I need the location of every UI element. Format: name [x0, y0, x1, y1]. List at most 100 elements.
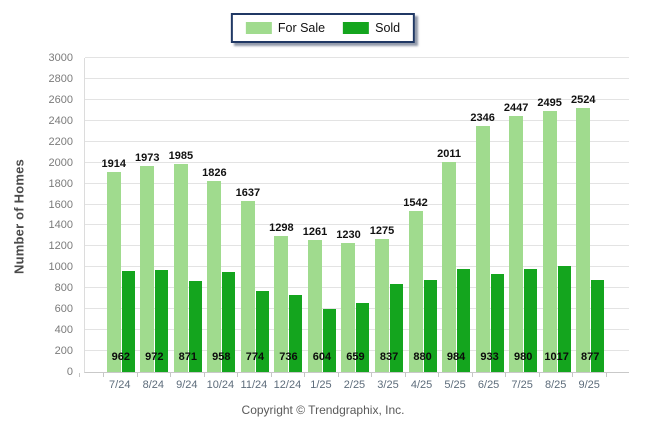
- y-tick-label: 2000: [48, 156, 73, 169]
- y-tick-label: 2800: [48, 72, 73, 85]
- bar-sold: [591, 280, 605, 372]
- bar-group: 1542 880: [403, 58, 440, 372]
- bar-group: 1914 962: [101, 58, 138, 372]
- bar-sold: [121, 271, 135, 372]
- y-tick-label: 400: [54, 324, 73, 337]
- bar-for-sale: 1298: [269, 222, 294, 372]
- y-tick-label: 1000: [48, 261, 73, 274]
- bar-sold: [255, 291, 269, 372]
- y-tick-label: 2600: [48, 93, 73, 106]
- gridline: [85, 119, 629, 121]
- bar-sold: [390, 284, 404, 372]
- x-tick-mark: [237, 373, 239, 377]
- for-sale-value-label: 1275: [369, 224, 395, 237]
- x-tick-label: 4/25: [410, 379, 433, 391]
- copyright-text: Copyright © Trendgraphix, Inc.: [241, 403, 405, 417]
- bar-for-sale: 1973: [135, 152, 160, 372]
- legend-item-for-sale: For Sale: [245, 21, 326, 35]
- bar-for-sale: 1261: [303, 226, 327, 372]
- legend-item-sold: Sold: [343, 21, 400, 35]
- sold-value-label: 980: [513, 351, 533, 363]
- x-tick-mark: [136, 373, 138, 377]
- sold-value-label: 774: [245, 351, 265, 363]
- bar-group: 2495 1017: [537, 58, 574, 372]
- y-axis-labels: 0 200 400 600 800 1000 1200 1400 1600 1800 2000 220…: [0, 52, 78, 378]
- for-sale-value-label: 2346: [470, 112, 495, 125]
- bar-sold: [289, 294, 303, 372]
- y-tick-label: 2200: [48, 135, 73, 148]
- y-tick-label: 1400: [48, 219, 73, 232]
- x-tick-mark: [203, 373, 205, 377]
- gridline: [85, 287, 629, 289]
- gridline: [85, 182, 629, 184]
- x-tick-label: 9/24: [176, 379, 198, 391]
- for-sale-value-label: 1261: [302, 226, 328, 239]
- bar-sold: [322, 308, 336, 372]
- x-tick-label: 2/25: [343, 379, 366, 391]
- sold-value-label: 871: [178, 351, 198, 363]
- gridline: [85, 224, 629, 226]
- for-sale-value-label: 2524: [570, 93, 596, 106]
- sold-value-label: 933: [480, 351, 499, 363]
- x-tick-label: 9/25: [578, 379, 600, 391]
- y-tick-label: 0: [66, 366, 73, 378]
- for-sale-value-label: 1637: [235, 186, 261, 199]
- x-tick-label: 8/24: [142, 379, 164, 391]
- x-tick-mark: [170, 373, 172, 377]
- bar-sold: [490, 274, 504, 372]
- for-sale-value-label: 2011: [437, 147, 462, 160]
- for-sale-value-label: 1914: [101, 157, 127, 170]
- sold-value-label: 877: [581, 351, 600, 363]
- bar-group: 1230 659: [336, 58, 373, 372]
- bar-group: 1973 972: [135, 58, 172, 372]
- x-tick-label: 7/25: [511, 379, 533, 391]
- sold-swatch: [343, 22, 370, 34]
- bar-group: 2346 933: [470, 58, 507, 372]
- bar-group: 1826 958: [202, 58, 239, 372]
- for-sale-value-label: 1230: [336, 229, 361, 242]
- for-sale-value-label: 1826: [202, 166, 227, 179]
- bar-sold: [457, 269, 471, 372]
- bar-for-sale: 2346: [470, 112, 495, 372]
- bar-for-sale: 2524: [571, 94, 595, 372]
- legend: For Sale Sold: [230, 13, 416, 43]
- for-sale-swatch: [245, 22, 272, 34]
- sold-value-label: 972: [145, 351, 164, 363]
- bar-for-sale: 1275: [370, 225, 394, 372]
- bar-sold: [188, 280, 202, 372]
- y-tick-label: 1800: [48, 177, 73, 190]
- x-tick-mark: [337, 373, 339, 377]
- y-tick-label: 3000: [48, 52, 73, 64]
- bar-sold: [557, 265, 571, 372]
- x-tick-mark: [103, 373, 104, 377]
- bar-for-sale: 1542: [403, 197, 428, 372]
- axis-corner-tick: [79, 373, 80, 377]
- legend-label-for-sale: For Sale: [277, 21, 326, 35]
- bar-for-sale: 1826: [202, 167, 227, 372]
- gridline: [85, 161, 629, 163]
- x-tick-label: 8/25: [544, 379, 567, 391]
- sold-value-label: 958: [212, 351, 231, 363]
- bar-group: 1985 871: [169, 58, 205, 372]
- x-tick-label: 7/24: [109, 379, 131, 391]
- x-tick-label: 1/25: [310, 379, 332, 391]
- x-tick-label: 10/24: [206, 379, 235, 391]
- for-sale-value-label: 1542: [403, 196, 428, 209]
- bar-group: 2011 984: [437, 58, 473, 372]
- sold-value-label: 1017: [544, 351, 569, 363]
- sold-value-label: 984: [446, 351, 466, 363]
- x-tick-mark: [606, 373, 607, 377]
- bar-group: 1637 774: [235, 58, 272, 372]
- for-sale-value-label: 2447: [503, 101, 529, 114]
- x-tick-mark: [270, 373, 272, 377]
- x-tick-mark: [438, 373, 440, 377]
- gridline: [85, 203, 629, 205]
- bar-sold: [423, 279, 437, 372]
- bars-row: 1914 962 1973 972 1985 871 1826 958 1637 774 1298 7…: [101, 58, 607, 372]
- bar-group: 1261 604: [303, 58, 339, 372]
- gridline: [85, 266, 629, 268]
- bar-sold: [222, 271, 236, 372]
- x-tick-label: 11/24: [240, 379, 268, 391]
- x-tick-label: 5/25: [444, 379, 466, 391]
- gridline: [85, 245, 629, 247]
